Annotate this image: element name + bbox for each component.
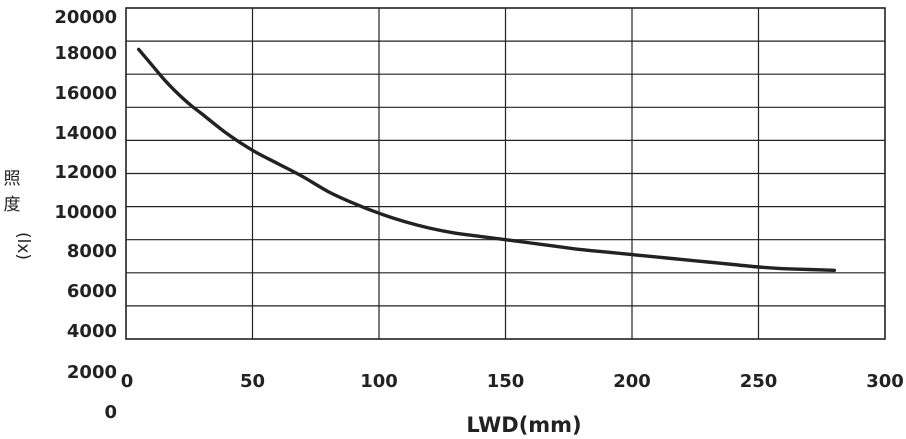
grid-layer	[126, 8, 885, 339]
y-tick-label-0: 0	[104, 402, 117, 423]
y-tick-label-1: 2000	[67, 362, 117, 383]
y-axis-title: 照度 (lx)	[4, 169, 34, 260]
y-tick-label-9: 18000	[54, 43, 117, 64]
y-tick-label-4: 8000	[67, 241, 117, 262]
series-line-0	[137, 47, 837, 272]
y-tick-label-7: 14000	[54, 123, 117, 144]
y-tick-label-2: 4000	[67, 321, 117, 342]
y-axis-title-char-1: 度	[4, 195, 21, 215]
x-tick-label-5: 250	[740, 371, 778, 392]
plot-frame	[125, 7, 886, 340]
y-axis-title-unit: (lx)	[13, 232, 33, 260]
y-tick-label-3: 6000	[67, 281, 117, 302]
x-tick-label-2: 100	[360, 371, 398, 392]
y-tick-labels: 0 2000 4000 6000 8000 10000 12000 14000 16000 180…	[54, 7, 117, 423]
x-axis-title: LWD(mm)	[466, 413, 581, 437]
y-tick-label-8: 16000	[54, 83, 117, 104]
x-tick-label-0: 0	[121, 371, 134, 392]
x-tick-label-4: 200	[613, 371, 651, 392]
x-tick-label-6: 300	[866, 371, 904, 392]
y-tick-label-10: 20000	[54, 7, 117, 28]
y-tick-label-6: 12000	[54, 162, 117, 183]
y-tick-label-5: 10000	[54, 202, 117, 223]
x-tick-label-1: 50	[240, 371, 265, 392]
series-layer	[137, 47, 837, 272]
y-axis-title-char-0: 照	[4, 169, 21, 189]
x-tick-labels: 0 50 100 150 200 250 300	[121, 371, 904, 392]
x-tick-label-3: 150	[487, 371, 525, 392]
